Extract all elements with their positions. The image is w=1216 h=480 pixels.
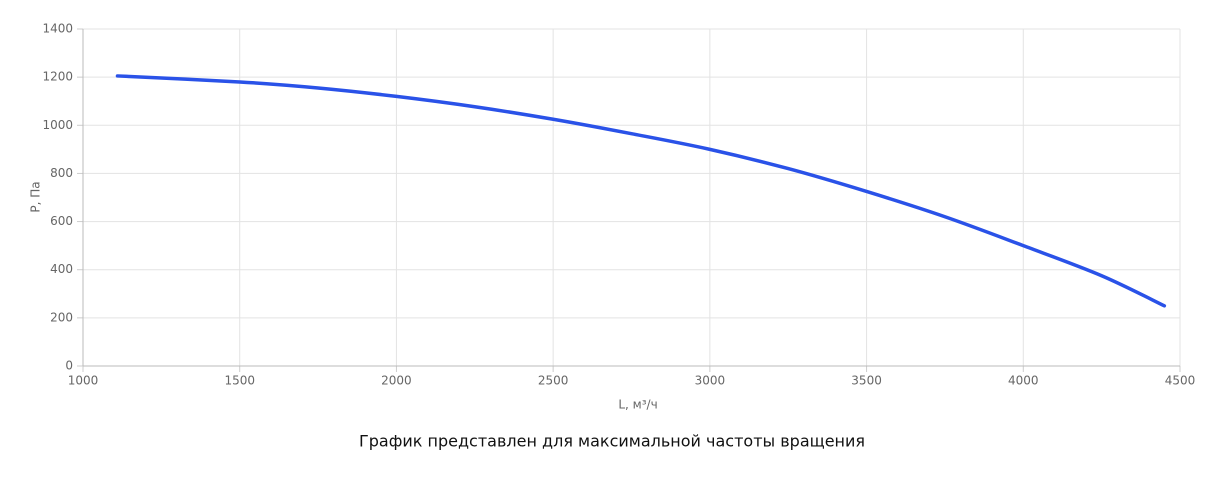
- y-tick-label: 1000: [42, 118, 73, 132]
- y-tick-label: 1200: [42, 70, 73, 84]
- y-tick-label: 1400: [42, 22, 73, 36]
- y-tick-label: 600: [50, 214, 73, 228]
- x-tick-label: 2000: [381, 374, 412, 388]
- x-tick-label: 2500: [538, 374, 569, 388]
- x-tick-label: 3000: [695, 374, 726, 388]
- x-tick-label: 1000: [68, 374, 99, 388]
- y-tick-label: 0: [65, 359, 73, 373]
- x-tick-label: 3500: [851, 374, 882, 388]
- y-tick-label: 400: [50, 262, 73, 276]
- y-tick-label: 200: [50, 310, 73, 324]
- data-line: [115, 74, 1167, 308]
- y-tick-label: 800: [50, 166, 73, 180]
- x-tick-label: 4000: [1008, 374, 1039, 388]
- x-tick-label: 4500: [1165, 374, 1196, 388]
- x-tick-label: 1500: [224, 374, 255, 388]
- caption: График представлен для максимальной част…: [359, 432, 865, 451]
- x-axis-label: L, м³/ч: [618, 398, 657, 412]
- y-axis-label: P, Па: [29, 181, 43, 212]
